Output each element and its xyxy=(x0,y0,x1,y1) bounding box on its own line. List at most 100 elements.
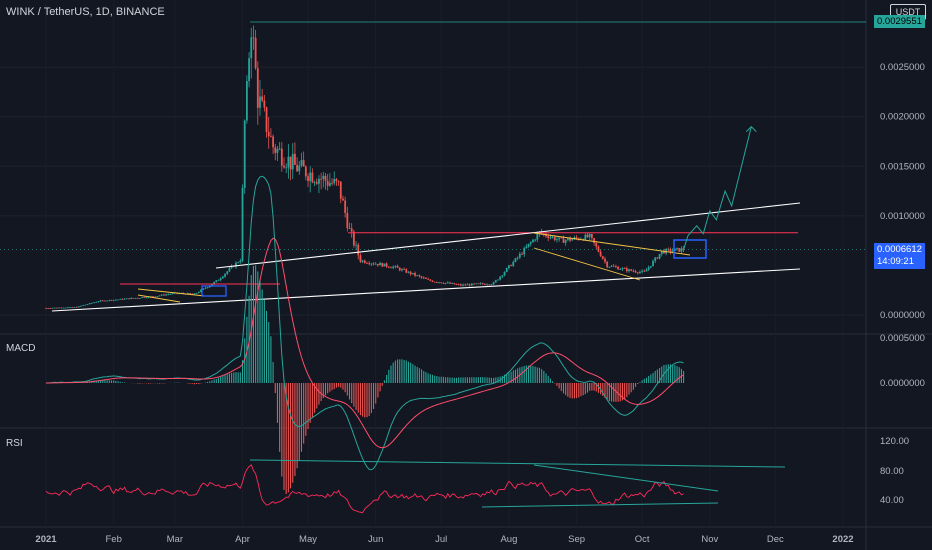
candle-body xyxy=(191,293,194,295)
candle-body xyxy=(152,296,154,298)
macd-tick-label: 0.0000000 xyxy=(880,378,925,389)
candle-body xyxy=(604,258,606,262)
candle-body xyxy=(379,263,381,266)
candle-body xyxy=(296,164,299,172)
candle-body xyxy=(678,248,681,252)
macd-pane[interactable] xyxy=(45,175,685,495)
candle-body xyxy=(357,244,360,256)
last-price-tag: 0.0006612 14:09:21 xyxy=(874,243,925,269)
candle-body xyxy=(235,262,237,267)
candle-body xyxy=(488,284,491,286)
rsi-tick-label: 40.00 xyxy=(880,495,904,506)
candle-body xyxy=(309,172,312,182)
candle-body xyxy=(438,282,440,284)
candle-body xyxy=(86,304,89,305)
rsi-pane[interactable] xyxy=(45,459,786,514)
candle-body xyxy=(189,293,192,294)
candle-body xyxy=(154,296,157,298)
rsi-label[interactable]: RSI xyxy=(6,438,23,449)
candle-body xyxy=(165,294,167,296)
candle-body xyxy=(66,307,69,309)
price-pane[interactable] xyxy=(0,21,866,312)
macd-label[interactable]: MACD xyxy=(6,343,36,354)
candle-body xyxy=(283,165,285,168)
macd-signal-line xyxy=(45,237,684,449)
candle-body xyxy=(291,153,294,170)
candle-body xyxy=(459,284,462,286)
candle-body xyxy=(276,148,279,153)
candle-body xyxy=(639,271,641,273)
candle-body xyxy=(287,156,290,168)
early-wedge-lower xyxy=(137,294,181,303)
rsi-tick-label: 80.00 xyxy=(880,466,904,477)
candle-body xyxy=(318,178,320,184)
candle-body xyxy=(534,239,537,241)
candle-body xyxy=(425,277,427,279)
candle-body xyxy=(553,236,556,241)
candle-body xyxy=(97,301,100,303)
candle-body xyxy=(468,284,471,286)
macd-histogram xyxy=(45,265,685,495)
candle-body xyxy=(169,293,172,295)
candle-body xyxy=(464,284,467,286)
wedge-upper-line xyxy=(533,232,691,256)
rsi-lower-trendline xyxy=(481,502,719,508)
candle-body xyxy=(95,301,98,303)
candle-body xyxy=(331,182,333,184)
candle-body xyxy=(213,282,216,285)
candle-body xyxy=(82,305,85,306)
candle-body xyxy=(239,260,242,263)
candle-body xyxy=(272,136,274,148)
macd-line xyxy=(45,175,684,471)
symbol-title[interactable]: WINK / TetherUS, 1D, BINANCE xyxy=(6,6,165,18)
rsi-tick-label: 120.00 xyxy=(880,436,909,447)
candle-body xyxy=(649,266,652,268)
candle-body xyxy=(571,239,574,241)
candle-body xyxy=(315,182,318,184)
candle-body xyxy=(121,298,124,300)
candle-body xyxy=(348,228,351,229)
candle-body xyxy=(377,263,379,266)
candle-body xyxy=(558,237,561,240)
candle-body xyxy=(396,265,399,268)
candle-body xyxy=(230,265,233,269)
time-tick-label: May xyxy=(299,534,317,545)
candle-body xyxy=(383,263,386,267)
candle-body xyxy=(254,37,257,69)
candle-body xyxy=(374,263,377,265)
candle-body xyxy=(473,283,475,285)
candle-body xyxy=(77,306,80,308)
candle-body xyxy=(302,160,305,167)
candle-body xyxy=(73,306,76,308)
candle-body xyxy=(307,176,309,182)
candle-body xyxy=(119,298,122,300)
candle-body xyxy=(342,198,344,201)
candle-body xyxy=(250,37,253,59)
candle-body xyxy=(431,280,434,282)
candle-body xyxy=(416,275,419,277)
candle-body xyxy=(320,178,323,180)
time-tick-label: Jun xyxy=(368,534,383,545)
wedge-lower-line xyxy=(533,247,641,281)
candle-body xyxy=(414,272,416,276)
candle-body xyxy=(422,277,425,279)
candle-body xyxy=(525,246,528,249)
candle-body xyxy=(156,296,159,297)
candle-body xyxy=(527,243,530,247)
candle-body xyxy=(241,188,244,261)
high-price-tag: 0.0029551 xyxy=(874,15,925,28)
price-tick-label: 0.0020000 xyxy=(880,112,925,123)
candle-body xyxy=(455,284,458,286)
candle-body xyxy=(112,299,115,301)
candle-body xyxy=(403,269,406,270)
candle-body xyxy=(298,165,301,172)
candle-body xyxy=(108,299,111,301)
candle-body xyxy=(294,153,296,165)
candle-body xyxy=(134,297,137,299)
time-tick-label: Nov xyxy=(701,534,718,545)
candle-body xyxy=(453,283,456,285)
candle-body xyxy=(663,250,665,254)
candle-body xyxy=(385,263,388,267)
